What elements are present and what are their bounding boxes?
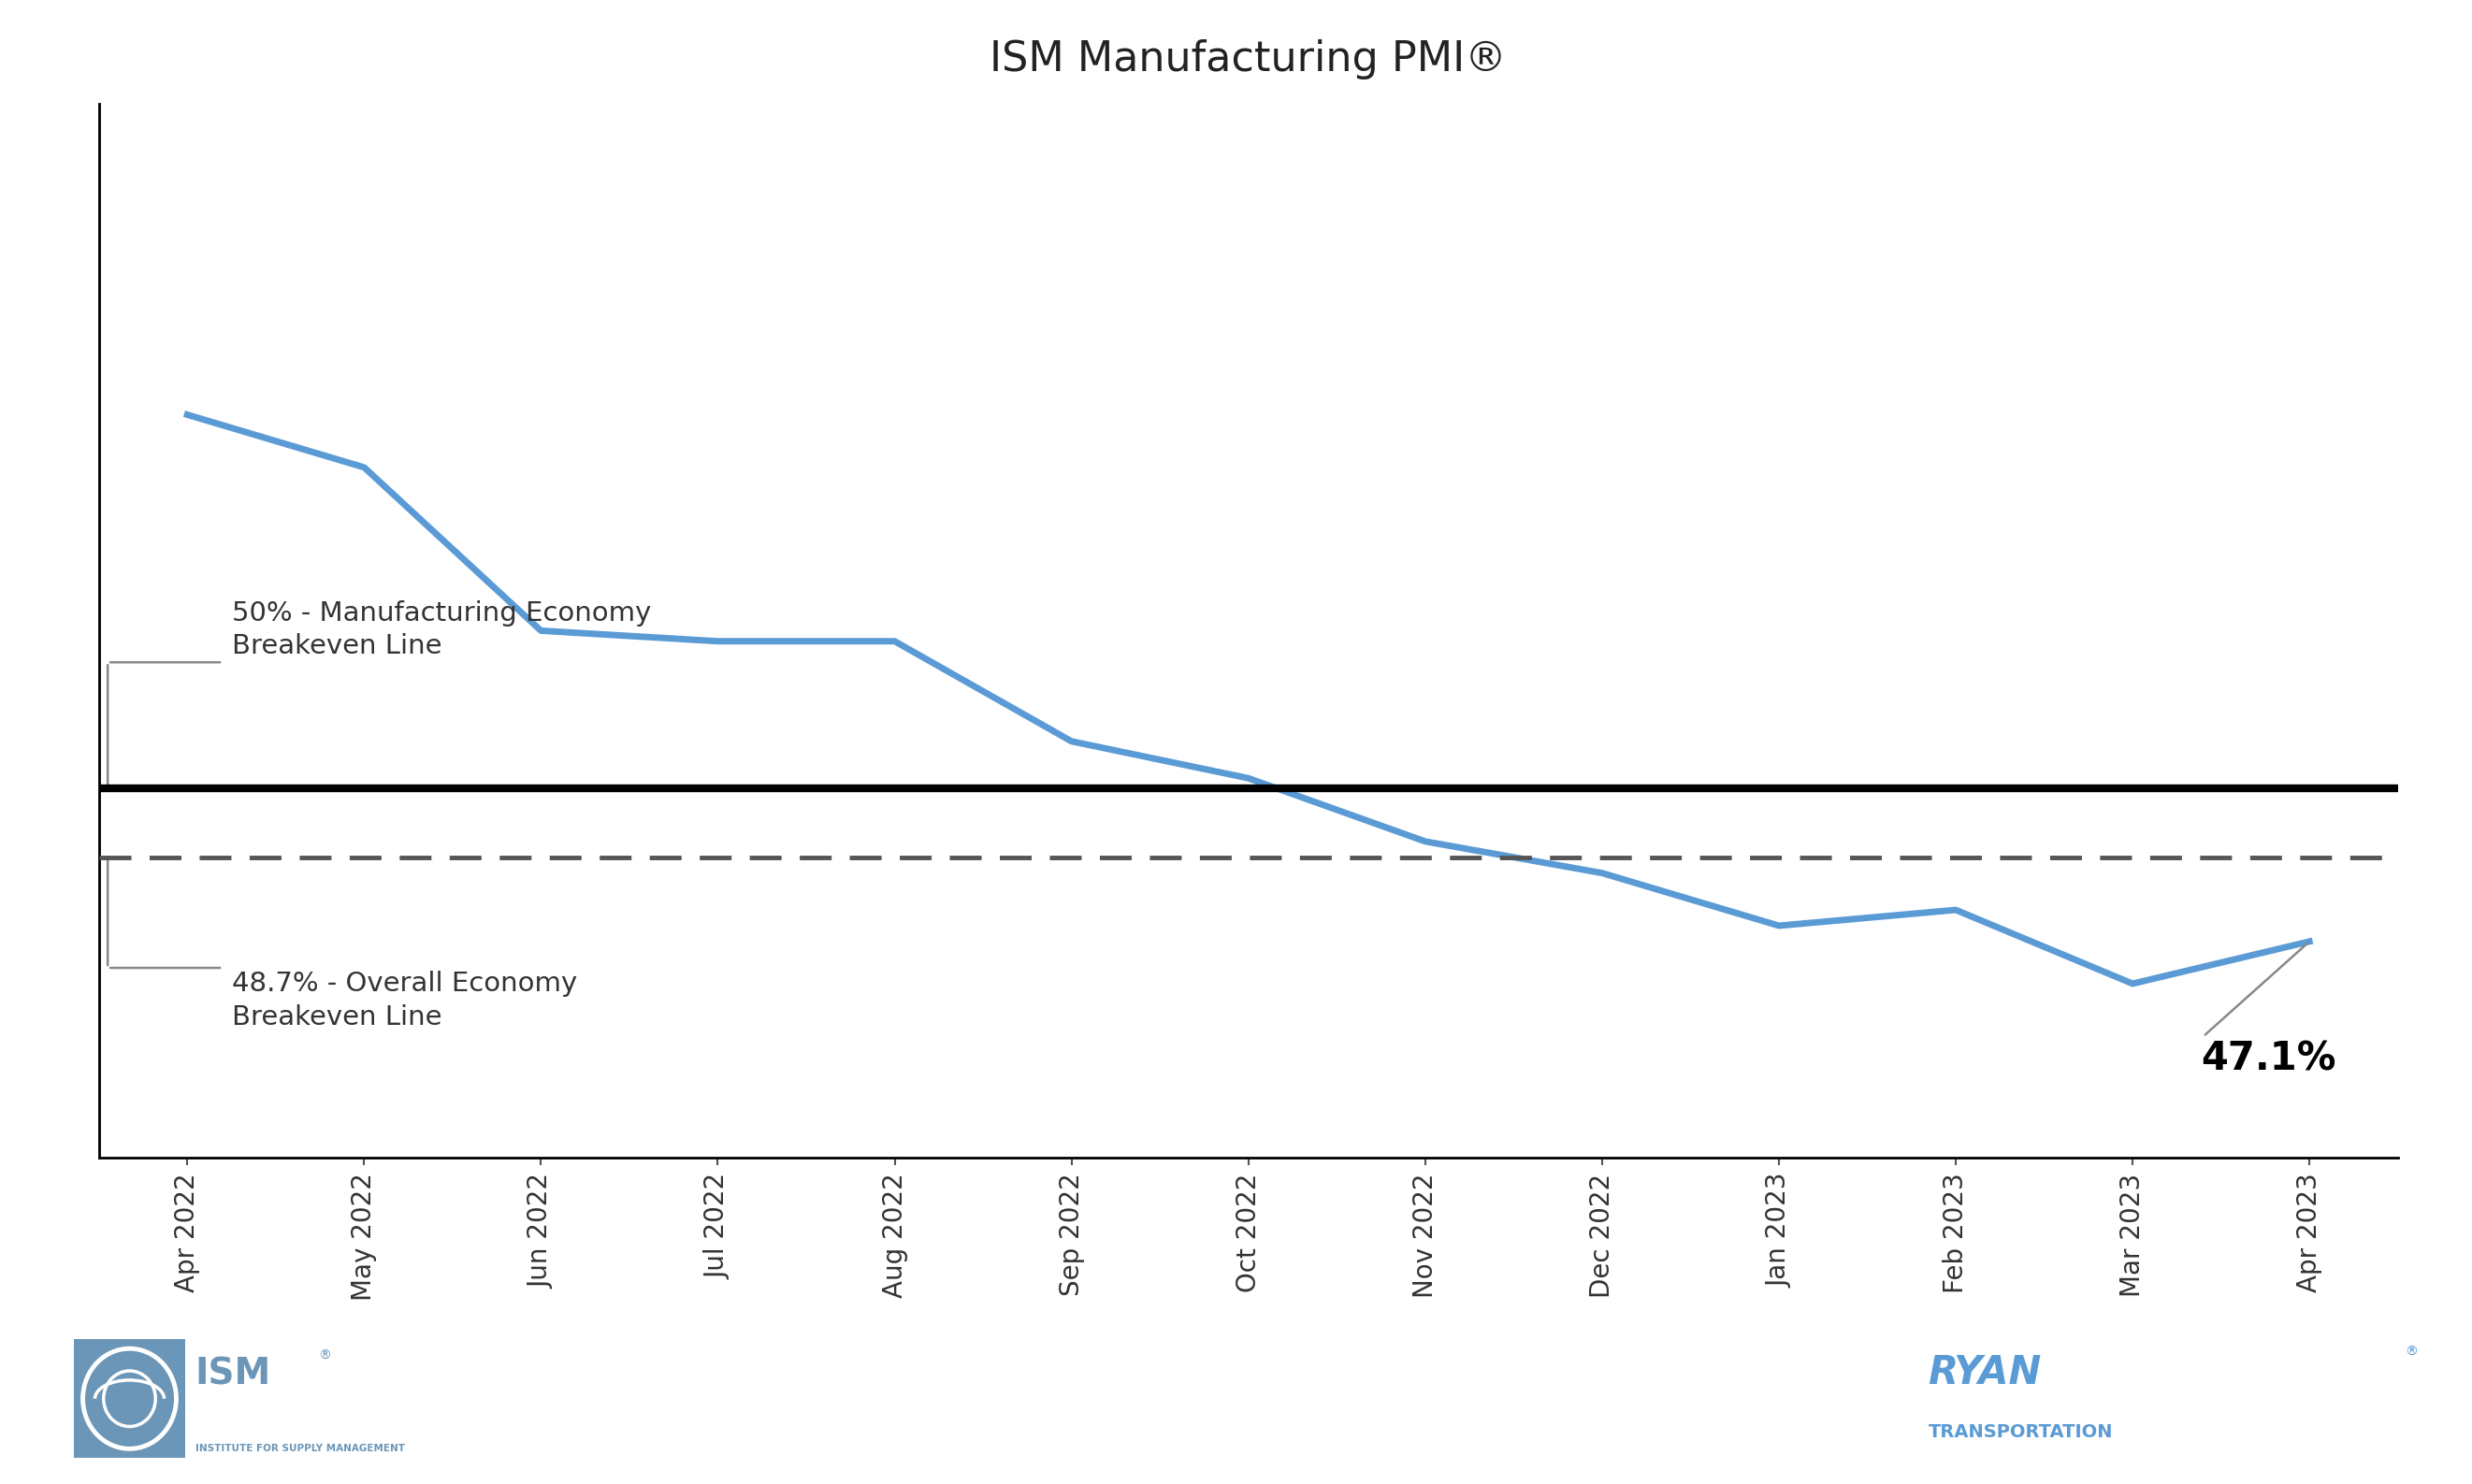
Text: 48.7% - Overall Economy
Breakeven Line: 48.7% - Overall Economy Breakeven Line: [232, 971, 576, 1030]
Text: TRANSPORTATION: TRANSPORTATION: [1928, 1423, 2114, 1441]
Text: ISM: ISM: [195, 1356, 272, 1392]
Title: ISM Manufacturing PMI®: ISM Manufacturing PMI®: [989, 40, 1508, 80]
Text: 47.1%: 47.1%: [2200, 1039, 2336, 1079]
Text: ®: ®: [319, 1349, 331, 1362]
FancyBboxPatch shape: [74, 1339, 185, 1457]
Text: ®: ®: [2405, 1346, 2418, 1359]
Text: 50% - Manufacturing Economy
Breakeven Line: 50% - Manufacturing Economy Breakeven Li…: [232, 600, 650, 660]
Text: RYAN: RYAN: [1928, 1353, 2042, 1392]
Text: INSTITUTE FOR SUPPLY MANAGEMENT: INSTITUTE FOR SUPPLY MANAGEMENT: [195, 1444, 405, 1453]
